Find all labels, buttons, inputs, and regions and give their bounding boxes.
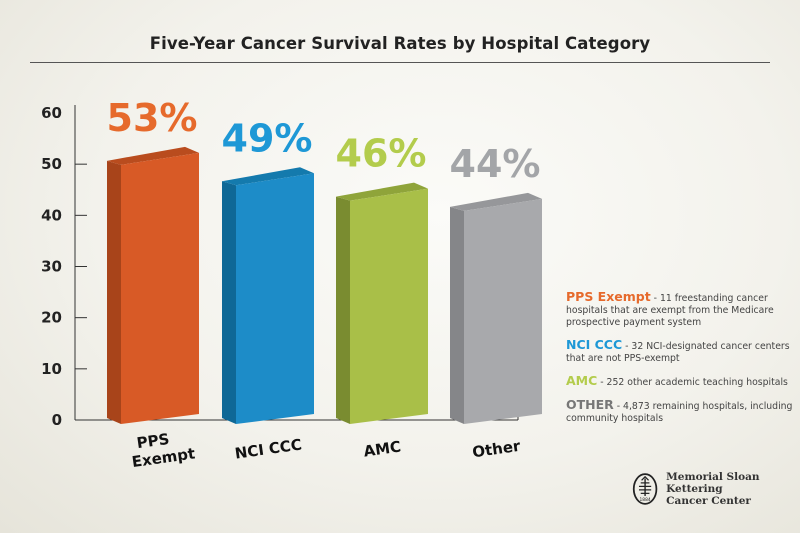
y-tick-label: 0 — [52, 411, 62, 429]
y-tick-label: 20 — [41, 309, 62, 327]
legend-key: AMC — [566, 373, 598, 388]
title-divider — [30, 62, 770, 63]
bar-side — [336, 196, 350, 424]
y-tick-label: 30 — [41, 258, 62, 276]
data-label: 44% — [450, 142, 541, 186]
data-label: 53% — [107, 96, 198, 140]
y-tick-label: 60 — [41, 104, 62, 122]
logo-line1: Memorial Sloan Kettering — [666, 471, 760, 495]
bar-top — [222, 167, 314, 186]
legend-description: - 252 other academic teaching hospitals — [597, 377, 788, 388]
bar-front — [236, 173, 314, 424]
bar-front — [350, 188, 428, 424]
legend-key: PPS Exempt — [566, 289, 651, 304]
legend-description: - 32 NCI-designated cancer centers that … — [566, 341, 790, 364]
data-label: 49% — [222, 116, 313, 160]
legend-key: OTHER — [566, 397, 614, 412]
bar-pps-exempt — [107, 146, 199, 425]
bar-front — [121, 152, 199, 425]
legend-item-pps: PPS Exempt - 11 freestanding cancer hosp… — [566, 289, 798, 329]
bar-nci-ccc — [222, 167, 314, 424]
legend-item-amc: AMC - 252 other academic teaching hospit… — [566, 373, 798, 389]
bar-front — [464, 198, 542, 424]
category-label: NCI CCC — [234, 435, 303, 462]
legend: PPS Exempt - 11 freestanding cancer hosp… — [566, 289, 798, 435]
y-tick-label: 10 — [41, 360, 62, 378]
y-tick-label: 50 — [41, 155, 62, 173]
bar-side — [222, 181, 236, 424]
legend-description: - 11 freestanding cancer hospitals that … — [566, 293, 774, 328]
legend-key: NCI CCC — [566, 337, 623, 352]
data-label: 46% — [336, 132, 427, 176]
bar-amc — [336, 182, 428, 424]
bar-top — [107, 146, 199, 165]
logo-text: Memorial Sloan Kettering Cancer Center — [666, 471, 800, 507]
bar-top — [450, 192, 542, 211]
y-tick-label: 40 — [41, 206, 62, 224]
logo-year: 1884 — [640, 497, 651, 503]
category-label: PPSExempt — [128, 427, 196, 472]
msk-tree-icon: 1884 — [632, 473, 658, 505]
category-label: Other — [471, 437, 522, 462]
msk-logo: 1884 Memorial Sloan Kettering Cancer Cen… — [632, 470, 800, 508]
legend-description: - 4,873 remaining hospitals, including c… — [566, 401, 793, 424]
bar-other — [450, 192, 542, 424]
chart-title: Five-Year Cancer Survival Rates by Hospi… — [149, 34, 651, 53]
category-label-line: PPS — [136, 430, 171, 452]
bar-side — [107, 160, 121, 425]
legend-item-nci: NCI CCC - 32 NCI-designated cancer cente… — [566, 337, 798, 365]
legend-item-other: OTHER - 4,873 remaining hospitals, inclu… — [566, 397, 798, 425]
logo-line2: Cancer Center — [666, 495, 751, 507]
category-label: AMC — [362, 438, 402, 461]
bar-top — [336, 182, 428, 201]
bar-side — [450, 206, 464, 424]
